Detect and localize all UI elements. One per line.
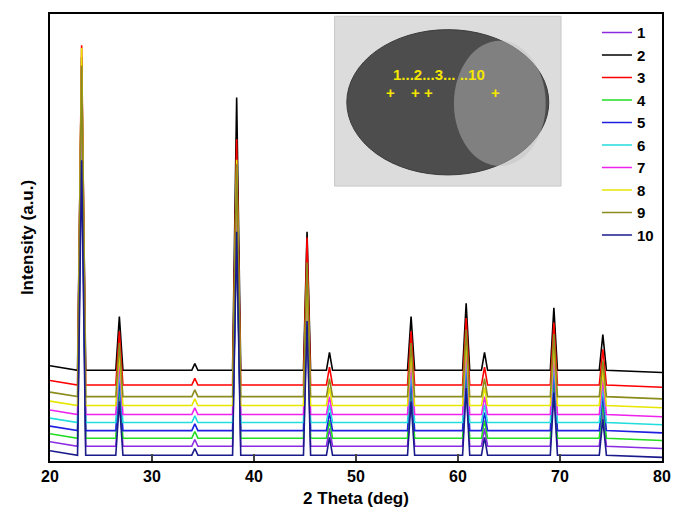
svg-text:5: 5 (637, 114, 645, 131)
svg-text:7: 7 (637, 159, 645, 176)
svg-text:1: 1 (637, 24, 645, 41)
svg-text:20: 20 (41, 468, 59, 485)
svg-text:10: 10 (637, 227, 654, 244)
svg-text:30: 30 (143, 468, 161, 485)
svg-text:50: 50 (347, 468, 365, 485)
svg-text:1...2...3... ..10: 1...2...3... ..10 (393, 66, 485, 83)
svg-text:+: + (386, 84, 395, 101)
svg-text:60: 60 (449, 468, 467, 485)
svg-text:2: 2 (637, 47, 645, 64)
svg-text:+: + (411, 84, 420, 101)
svg-text:9: 9 (637, 204, 645, 221)
svg-text:8: 8 (637, 182, 645, 199)
svg-text:+: + (491, 84, 500, 101)
svg-text:80: 80 (653, 468, 671, 485)
svg-text:2 Theta (deg): 2 Theta (deg) (303, 489, 409, 508)
svg-text:4: 4 (637, 92, 646, 109)
svg-text:3: 3 (637, 69, 645, 86)
svg-text:70: 70 (551, 468, 569, 485)
svg-text:Intensity (a.u.): Intensity (a.u.) (18, 180, 37, 295)
svg-text:6: 6 (637, 137, 645, 154)
svg-text:40: 40 (245, 468, 263, 485)
svg-text:+: + (424, 84, 433, 101)
